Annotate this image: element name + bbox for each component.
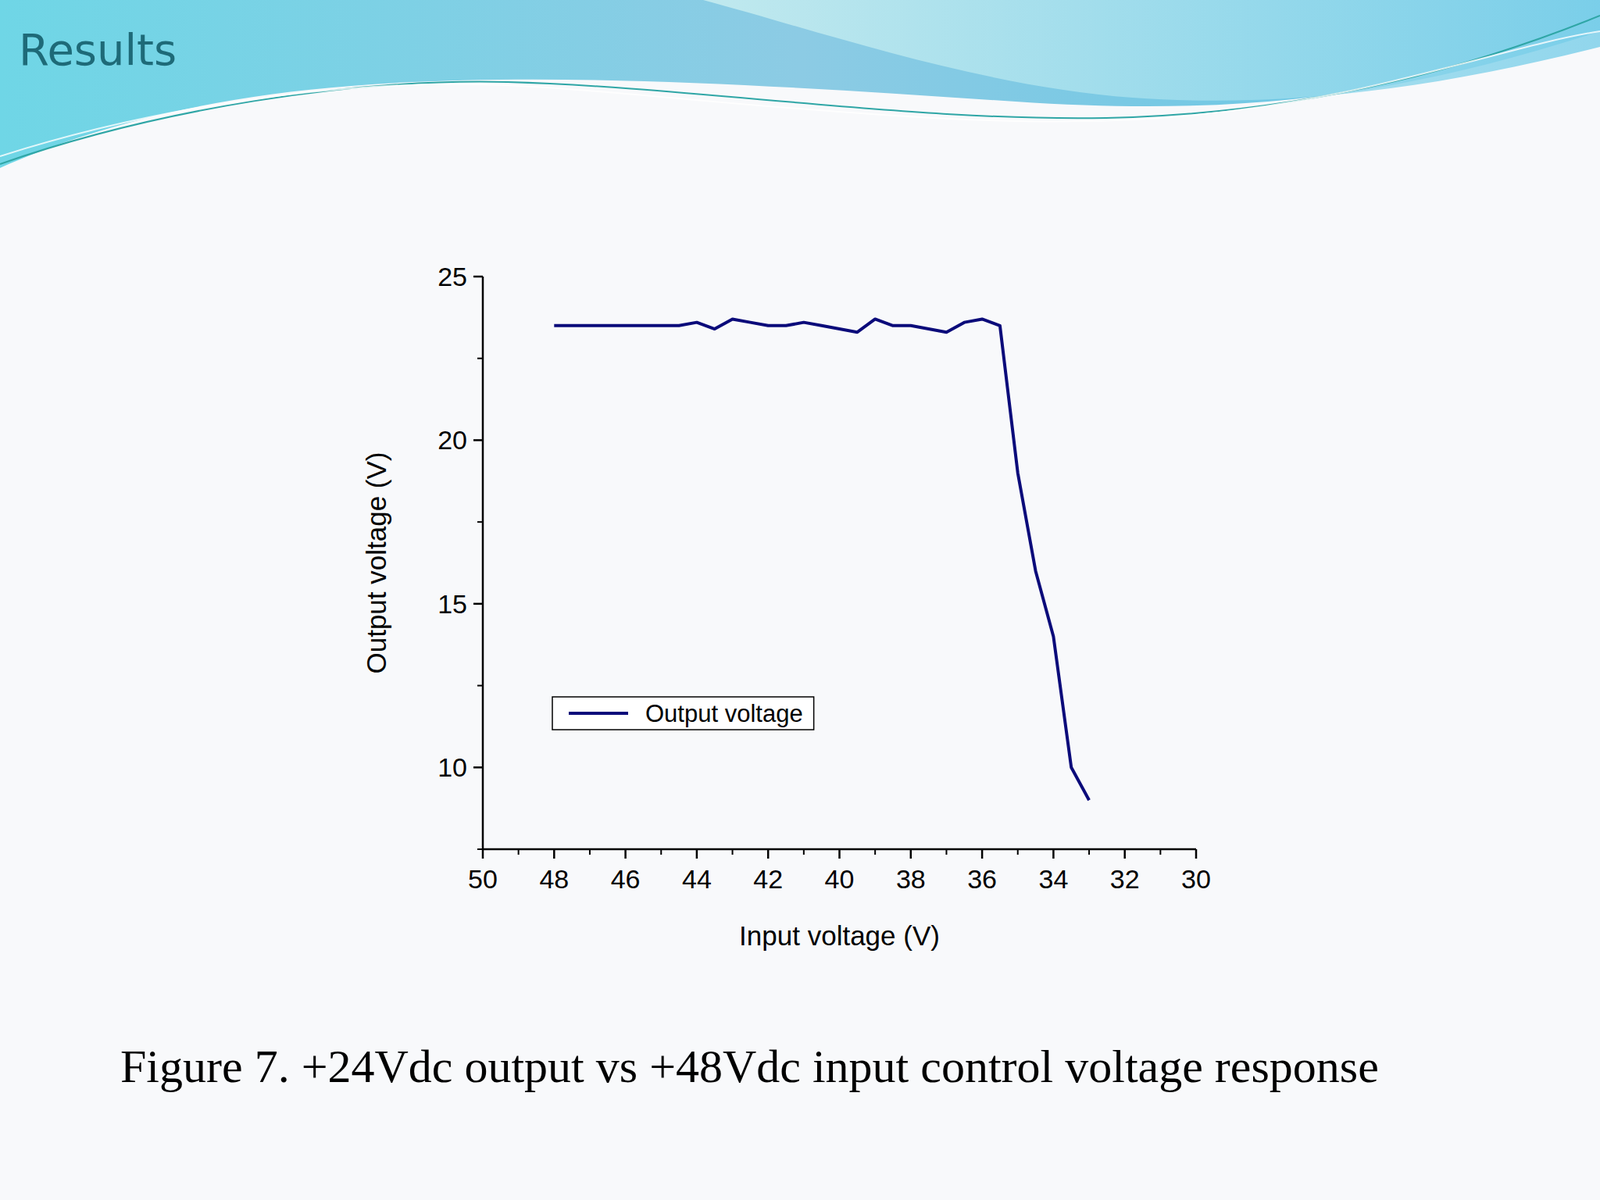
- x-tick-label: 44: [682, 864, 712, 894]
- header-line: [0, 31, 1600, 157]
- x-minor-tick: [732, 849, 734, 855]
- x-tick-label: 46: [610, 864, 641, 894]
- x-tick: [767, 849, 770, 859]
- y-axis-title: Output voltage (V): [360, 451, 392, 674]
- page: Results 50 48 46 44 42 40 38 36 34 32 30 10 15 20 25 Inp…: [0, 0, 1600, 1200]
- x-tick: [696, 849, 699, 859]
- legend: Output voltage: [552, 696, 815, 730]
- y-minor-tick: [477, 848, 483, 850]
- y-tick-label: 10: [437, 752, 468, 783]
- x-tick-label: 40: [825, 864, 855, 894]
- legend-box: [552, 696, 815, 730]
- legend-swatch: [568, 711, 629, 715]
- legend-label: Output voltage: [645, 700, 804, 728]
- x-tick-label: 36: [967, 864, 997, 894]
- x-minor-tick: [1017, 849, 1019, 855]
- y-minor-tick: [477, 357, 483, 360]
- x-tick: [482, 849, 485, 859]
- x-minor-tick: [803, 849, 805, 855]
- y-tick: [473, 275, 483, 279]
- y-tick: [473, 766, 483, 769]
- x-tick-label: 32: [1110, 864, 1140, 894]
- x-minor-tick: [1088, 849, 1090, 855]
- header-wave: [0, 0, 1600, 168]
- y-minor-tick: [477, 685, 483, 687]
- y-axis: [482, 276, 485, 850]
- x-tick: [838, 849, 841, 859]
- x-axis-title: Input voltage (V): [739, 920, 940, 951]
- x-tick: [981, 849, 984, 859]
- x-minor-tick: [1159, 849, 1161, 855]
- x-tick: [1195, 849, 1198, 859]
- x-minor-tick: [589, 849, 591, 855]
- x-tick: [1052, 849, 1055, 859]
- x-tick: [553, 849, 556, 859]
- heading: Results: [18, 24, 177, 75]
- header-wave: [703, 0, 1600, 101]
- x-tick-label: 30: [1181, 864, 1211, 894]
- x-tick-label: 50: [467, 864, 498, 894]
- header-line: [0, 15, 1600, 165]
- y-tick-label: 15: [437, 589, 468, 619]
- x-tick: [624, 849, 627, 859]
- x-minor-tick: [874, 849, 876, 855]
- x-tick-label: 38: [896, 864, 926, 894]
- x-tick-label: 42: [753, 864, 783, 894]
- x-tick: [1123, 849, 1126, 859]
- x-minor-tick: [517, 849, 520, 855]
- x-tick-label: 34: [1038, 864, 1068, 894]
- y-tick: [473, 603, 483, 606]
- x-tick-label: 48: [539, 864, 569, 894]
- y-tick-label: 25: [437, 261, 468, 292]
- x-tick: [910, 849, 913, 859]
- x-minor-tick: [660, 849, 662, 855]
- y-tick-label: 20: [437, 425, 468, 455]
- y-tick: [473, 439, 483, 442]
- y-minor-tick: [477, 521, 483, 523]
- caption: Figure 7. +24Vdc output vs +48Vdc input …: [120, 1040, 1379, 1093]
- x-minor-tick: [945, 849, 947, 855]
